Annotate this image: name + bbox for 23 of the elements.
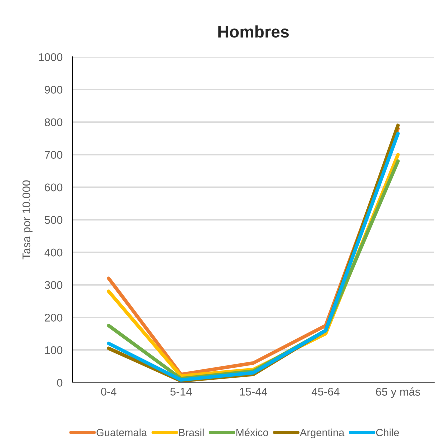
legend-label: Argentina	[300, 428, 345, 439]
y-tick-label: 0	[57, 379, 63, 387]
y-tick-label: 700	[45, 151, 63, 160]
x-tick-label: 5-14	[170, 388, 192, 396]
legend-label: Brasil	[179, 428, 204, 436]
x-tick-label: 0-4	[101, 388, 117, 396]
legend-label: Guatemala	[96, 428, 148, 436]
y-tick-label: 300	[44, 281, 63, 290]
x-tick-label: 65 y más	[376, 388, 420, 398]
legend-label: México	[236, 428, 268, 436]
y-tick-label: 100	[45, 346, 63, 354]
y-axis-title: Tasa por 10.000	[22, 180, 33, 260]
y-tick-label: 1000	[39, 53, 63, 62]
y-tick-label: 800	[44, 118, 63, 126]
legend-label: Chile	[376, 428, 400, 436]
y-tick-label: 400	[44, 248, 63, 257]
y-tick-label: 500	[44, 216, 63, 224]
x-tick-label: 45-64	[312, 388, 340, 396]
y-tick-label: 200	[45, 314, 63, 322]
y-tick-label: 900	[45, 86, 63, 94]
chart-title: Hombres	[218, 26, 290, 38]
y-tick-label: 600	[45, 184, 63, 192]
x-tick-label: 15-44	[240, 388, 268, 396]
